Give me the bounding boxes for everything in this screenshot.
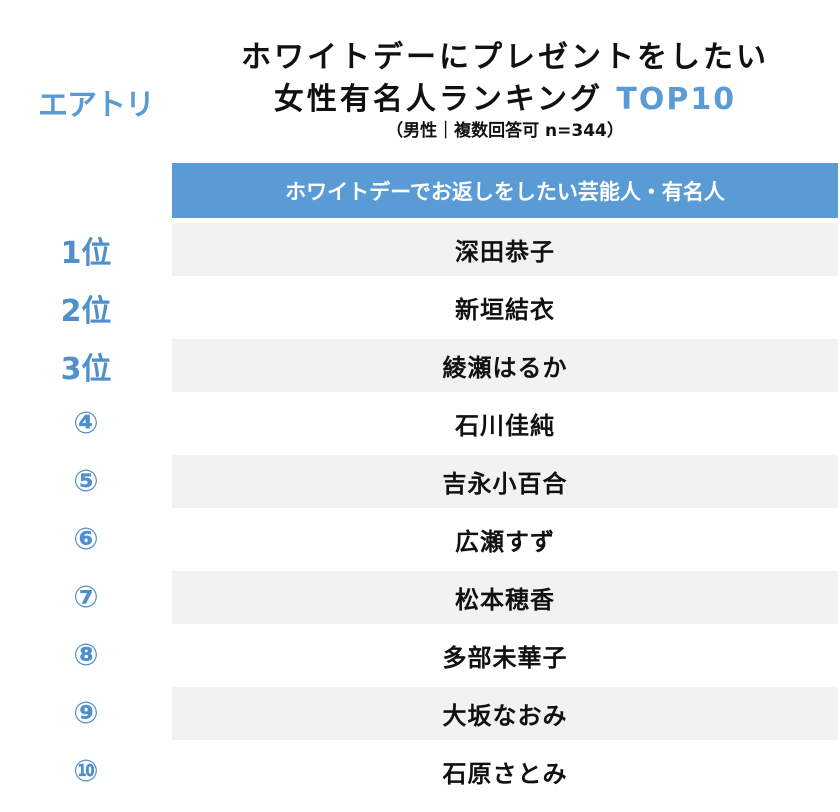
rank-label: 1位 (60, 235, 112, 271)
rank-label: ⑩ (73, 754, 99, 789)
ranking-table: ホワイトデーでお返しをしたい芸能人・有名人 深田恭子 新垣結衣 綾瀬はるか 石川… (172, 163, 838, 803)
table-row: 綾瀬はるか (172, 339, 838, 392)
table-header: ホワイトデーでお返しをしたい芸能人・有名人 (172, 163, 838, 218)
rank-label: ⑥ (73, 522, 99, 557)
title-main: 女性有名人ランキング (273, 82, 603, 117)
title-accent: TOP10 (616, 82, 737, 117)
table-row: 広瀬すず (455, 528, 555, 556)
rank-label: 3位 (60, 351, 112, 387)
title-line-1: ホワイトデーにプレゼントをしたい (241, 40, 769, 75)
table-row: 多部未華子 (442, 644, 568, 672)
rank-column: 1位 2位 3位 ④ ⑤ ⑥ ⑦ ⑧ ⑨ ⑩ (0, 223, 172, 803)
table-row: 吉永小百合 (172, 455, 838, 508)
rank-label: ⑦ (73, 580, 99, 615)
rank-label: ⑤ (73, 464, 99, 499)
rank-label: ⑨ (73, 696, 99, 731)
logo: エアトリ (38, 88, 155, 123)
table-row: 大坂なおみ (172, 687, 838, 740)
rank-label: ⑧ (73, 638, 99, 673)
table-row: 石原さとみ (442, 760, 568, 788)
table-row: 深田恭子 (172, 223, 838, 276)
table-row: 松本穂香 (172, 571, 838, 624)
rank-label: 2位 (60, 293, 112, 329)
rank-label: ④ (73, 406, 99, 441)
table-row: 石川佳純 (455, 412, 555, 440)
table-row: 新垣結衣 (455, 296, 555, 324)
subtitle: （男性｜複数回答可 n=344） (386, 121, 624, 141)
title-line-2: 女性有名人ランキング TOP10 (200, 74, 810, 118)
